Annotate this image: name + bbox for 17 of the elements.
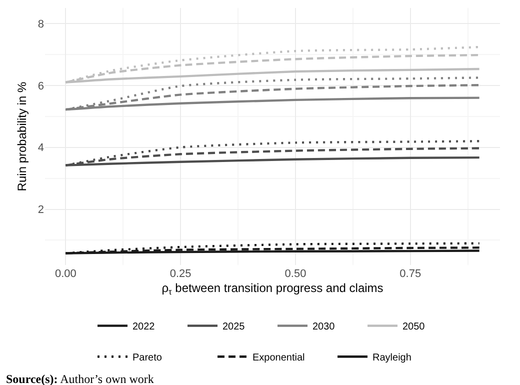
legend-label: 2050 <box>402 322 426 333</box>
x-tick-label: 0.25 <box>170 268 192 280</box>
y-axis-title: Ruin probability in % <box>15 81 30 192</box>
y-tick-label: 6 <box>38 80 44 92</box>
legend-label: Exponential <box>252 352 305 364</box>
legend-label: Pareto <box>132 352 162 364</box>
x-axis-title: ρ$_{τ}$ between transition progress and claims <box>162 280 384 296</box>
y-tick-label: 8 <box>38 18 44 30</box>
x-tick-label: 0.75 <box>400 268 422 280</box>
x-tick-label: 0.50 <box>284 268 306 280</box>
y-tick-label: 2 <box>38 204 44 216</box>
y-tick-label: 4 <box>38 142 44 154</box>
legend-label: Rayleigh <box>372 352 412 364</box>
x-tick-label: 0.00 <box>54 268 76 280</box>
legend-label: 2025 <box>222 322 246 333</box>
legend-label: 2022 <box>132 322 156 333</box>
legend-label: 2030 <box>312 322 336 333</box>
